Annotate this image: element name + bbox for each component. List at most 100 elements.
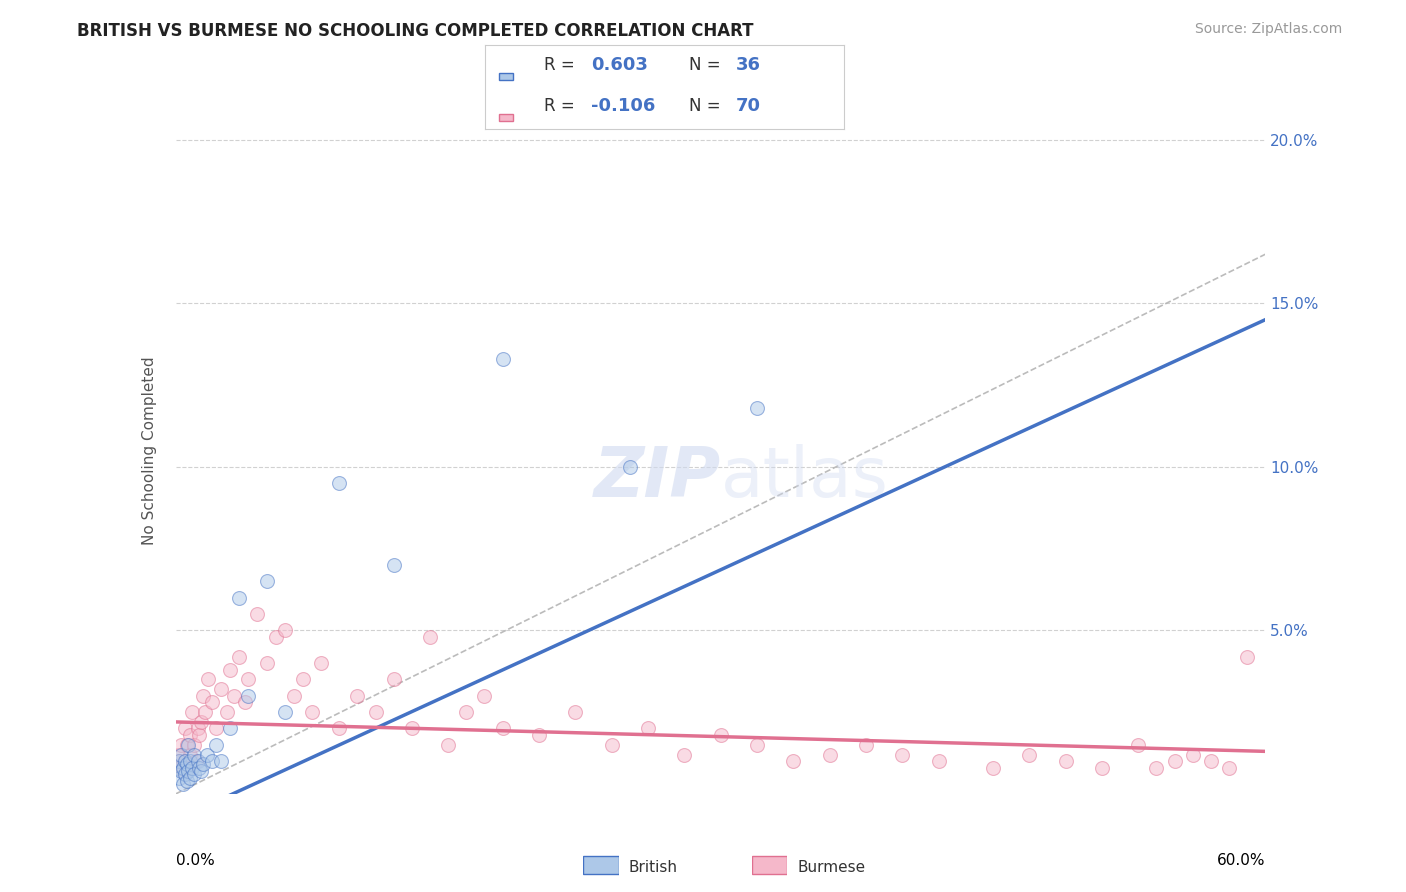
Point bbox=[1181, 747, 1204, 762]
Point bbox=[186, 754, 209, 768]
Point bbox=[170, 764, 193, 778]
Point bbox=[492, 722, 515, 736]
Point bbox=[188, 761, 211, 775]
Point bbox=[228, 649, 250, 664]
Point bbox=[179, 747, 201, 762]
Point bbox=[188, 728, 211, 742]
Text: R =: R = bbox=[544, 96, 581, 114]
Point bbox=[1236, 649, 1258, 664]
Point bbox=[190, 714, 212, 729]
Point bbox=[637, 722, 659, 736]
Point bbox=[183, 738, 205, 752]
Point bbox=[309, 656, 332, 670]
Point bbox=[274, 705, 297, 719]
Text: -0.106: -0.106 bbox=[591, 96, 655, 114]
Point bbox=[619, 459, 641, 474]
Point bbox=[177, 761, 200, 775]
Point bbox=[170, 761, 193, 775]
Point bbox=[256, 656, 278, 670]
Point bbox=[1163, 754, 1185, 768]
Point bbox=[855, 738, 877, 752]
Point bbox=[928, 754, 950, 768]
Point bbox=[169, 754, 191, 768]
Point bbox=[170, 747, 193, 762]
Point bbox=[215, 705, 238, 719]
Point bbox=[209, 682, 232, 697]
Bar bbox=[583, 856, 619, 874]
Point bbox=[891, 747, 914, 762]
Point bbox=[600, 738, 623, 752]
Point bbox=[1199, 754, 1222, 768]
Point bbox=[219, 722, 242, 736]
Point bbox=[1218, 761, 1240, 775]
Point bbox=[173, 754, 195, 768]
Point bbox=[173, 722, 195, 736]
Point bbox=[179, 728, 201, 742]
Point bbox=[183, 767, 205, 781]
Text: 0.0%: 0.0% bbox=[176, 853, 215, 868]
Point bbox=[169, 754, 191, 768]
Point bbox=[256, 574, 278, 589]
Text: N =: N = bbox=[689, 56, 727, 74]
Text: Burmese: Burmese bbox=[797, 860, 865, 874]
Point bbox=[274, 624, 297, 638]
Point bbox=[437, 738, 460, 752]
Point bbox=[179, 754, 201, 768]
Point bbox=[382, 673, 405, 687]
Point bbox=[190, 764, 212, 778]
Text: 36: 36 bbox=[737, 56, 761, 74]
Point bbox=[745, 738, 768, 752]
Point bbox=[177, 764, 200, 778]
Point bbox=[169, 771, 191, 785]
Point bbox=[264, 630, 287, 644]
Point bbox=[1091, 761, 1114, 775]
Point bbox=[186, 722, 209, 736]
Point bbox=[201, 754, 224, 768]
Point bbox=[194, 705, 217, 719]
Bar bbox=[499, 73, 513, 80]
Point bbox=[283, 689, 305, 703]
Point bbox=[401, 722, 423, 736]
Y-axis label: No Schooling Completed: No Schooling Completed bbox=[142, 356, 157, 545]
Point bbox=[181, 761, 204, 775]
Text: ZIP: ZIP bbox=[593, 444, 721, 511]
Point bbox=[173, 754, 195, 768]
Bar bbox=[499, 114, 513, 120]
Point bbox=[222, 689, 245, 703]
Point bbox=[177, 738, 200, 752]
Point bbox=[328, 722, 350, 736]
Point bbox=[1018, 747, 1040, 762]
Point bbox=[204, 722, 226, 736]
Point bbox=[291, 673, 314, 687]
Point bbox=[328, 476, 350, 491]
Point bbox=[176, 773, 198, 788]
Point bbox=[710, 728, 733, 742]
Point bbox=[1128, 738, 1150, 752]
Point bbox=[191, 689, 214, 703]
Point bbox=[209, 754, 232, 768]
Point bbox=[195, 747, 218, 762]
Point bbox=[204, 738, 226, 752]
Point bbox=[183, 747, 205, 762]
Text: 0.603: 0.603 bbox=[591, 56, 648, 74]
Text: R =: R = bbox=[544, 56, 581, 74]
Point bbox=[166, 747, 188, 762]
Point bbox=[364, 705, 387, 719]
Point bbox=[1146, 761, 1168, 775]
Point bbox=[745, 401, 768, 415]
Point bbox=[238, 689, 260, 703]
Bar bbox=[752, 856, 787, 874]
Point bbox=[492, 351, 515, 366]
Point bbox=[527, 728, 550, 742]
Point bbox=[170, 738, 193, 752]
Point bbox=[238, 673, 260, 687]
Point bbox=[673, 747, 696, 762]
Text: British: British bbox=[628, 860, 678, 874]
Point bbox=[301, 705, 323, 719]
Text: Source: ZipAtlas.com: Source: ZipAtlas.com bbox=[1195, 22, 1343, 37]
Point bbox=[173, 767, 195, 781]
Point bbox=[184, 754, 207, 768]
Point bbox=[246, 607, 269, 621]
Text: 60.0%: 60.0% bbox=[1218, 853, 1265, 868]
Point bbox=[228, 591, 250, 605]
